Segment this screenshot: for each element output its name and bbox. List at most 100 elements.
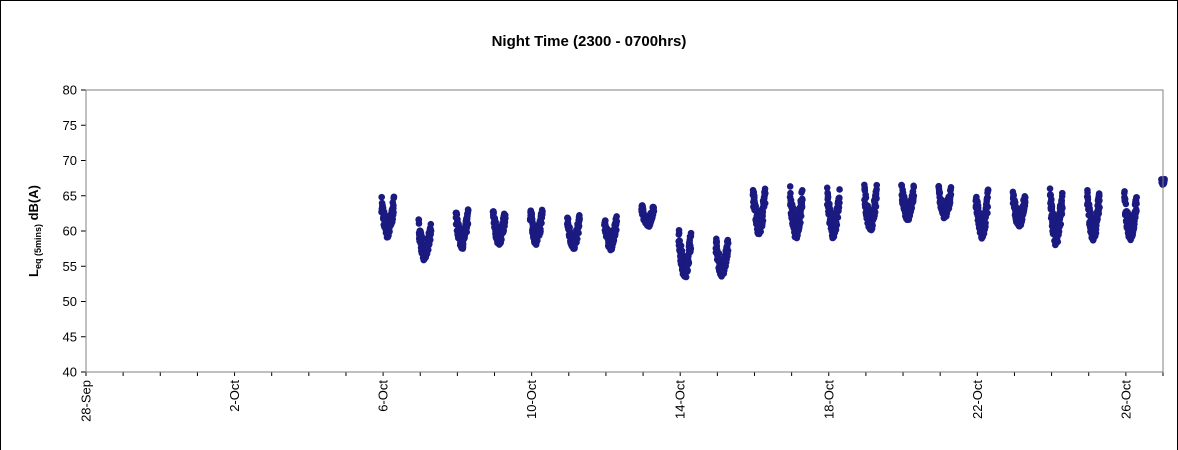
data-point [682,273,690,281]
data-point [761,199,769,207]
data-point [427,227,435,235]
data-point [418,234,426,242]
data-point [797,212,805,220]
y-tick-label: 80 [63,83,77,98]
y-tick-label: 50 [63,294,77,309]
x-tick-label: 22-Oct [970,380,985,419]
data-point [836,186,843,193]
data-point [390,209,397,216]
x-tick-label: 28-Sep [79,380,94,422]
data-point [827,206,834,213]
data-point [613,213,620,220]
data-point [415,220,423,227]
data-point [539,208,546,215]
y-axis-label-subscript: eq (5mins) [33,224,43,269]
data-point [502,214,509,222]
data-point [984,186,992,193]
data-point [378,193,385,201]
data-point [762,190,769,197]
data-point [799,187,806,194]
data-point [424,246,432,254]
data-point [715,250,723,257]
data-point [1096,197,1103,204]
data-point [528,210,536,218]
data-point [724,247,732,254]
data-point [910,184,918,191]
data-point [464,207,472,214]
data-point [684,267,691,274]
data-point [947,184,955,191]
data-point [823,184,831,192]
x-tick-label: 14-Oct [673,380,688,419]
data-point [1133,194,1140,201]
data-point [1057,220,1065,228]
y-tick-label: 65 [63,188,77,203]
y-tick-label: 45 [63,329,77,344]
data-point [798,203,806,211]
data-point [834,214,842,221]
y-tick-label: 75 [63,118,77,133]
data-point [537,228,544,235]
data-point [1121,188,1128,195]
data-point [836,194,843,202]
plot-area [85,89,1164,373]
x-tick-label: 18-Oct [821,380,836,419]
data-point [534,237,541,244]
data-point [862,194,870,201]
data-point [946,199,954,206]
data-point [1058,210,1066,218]
chart-title: Night Time (2300 - 0700hrs) [492,33,687,50]
data-point [1122,200,1130,208]
data-point [1095,210,1103,217]
data-point [786,183,794,190]
data-point [797,219,804,227]
data-point [984,194,991,201]
y-axis-label: Leq (5mins) dB(A) [26,185,43,277]
data-point [724,239,732,247]
data-point [613,226,620,234]
data-point [871,208,879,216]
data-point [538,219,545,227]
data-point [427,236,434,244]
data-point [947,191,955,198]
y-axis-label-main: L [26,269,41,277]
data-point [1048,203,1056,210]
y-tick-label: 70 [63,153,77,168]
data-point [1087,210,1094,218]
data-point [936,189,944,197]
data-point [1096,204,1103,211]
x-tick-label: 2-Oct [227,380,242,412]
data-point [1054,238,1062,246]
data-point [687,229,695,237]
data-point [1021,199,1029,206]
data-point [390,202,397,209]
data-point [872,203,880,210]
data-point [1058,189,1066,197]
data-point [575,222,583,230]
data-point [574,235,581,243]
data-point [390,193,398,201]
x-tick-label: 10-Oct [524,380,539,419]
data-point [901,197,909,205]
data-point [1055,228,1063,235]
y-tick-label: 55 [63,259,77,274]
data-point [464,220,472,228]
data-point [1021,194,1029,201]
data-point [650,207,658,215]
data-point [427,220,435,228]
data-point [604,226,612,234]
data-point [575,229,582,237]
data-point [759,217,767,224]
data-point [613,218,621,225]
y-tick-label: 40 [63,365,77,380]
data-point [576,215,583,222]
y-axis-label-unit: dB(A) [26,185,41,224]
data-point [463,228,470,236]
data-point [687,245,695,252]
data-point [1133,207,1140,215]
data-point [1048,196,1055,203]
y-axis: 40 45 50 55 60 65 70 75 80 [63,83,87,380]
data-point [984,209,991,217]
x-axis: 28-Sep 2-Oct 6-Oct 10-Oct 14-Oct 18-Oct 22-Oct… [79,371,1164,422]
